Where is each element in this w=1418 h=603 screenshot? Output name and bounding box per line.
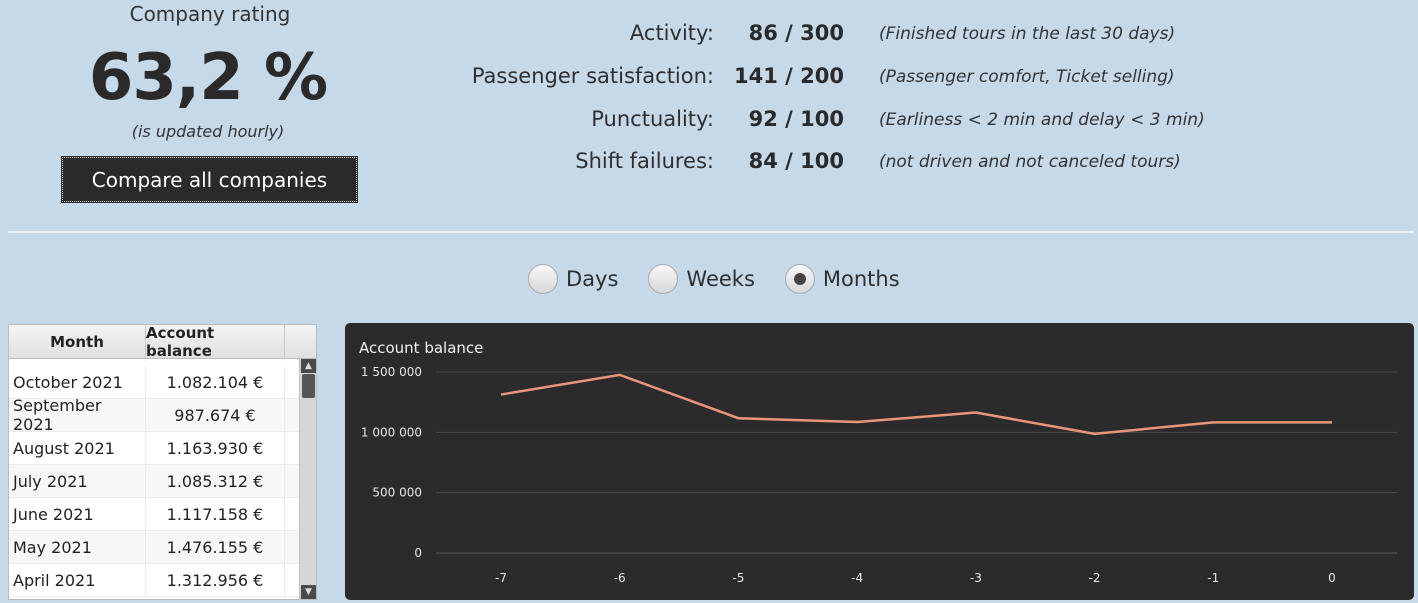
cell-month: May 2021	[9, 531, 146, 563]
metric-shift-failures: Shift failures: 84 / 100 (not driven and…	[0, 149, 1418, 179]
radio-button-icon[interactable]	[648, 264, 679, 294]
column-header-account-balance[interactable]: Account balance	[146, 325, 285, 360]
table-row[interactable]: April 2021 1.312.956 €	[9, 564, 316, 597]
x-tick-label: -6	[614, 571, 626, 585]
metric-label: Punctuality:	[591, 107, 714, 131]
chart-svg: Account balance 0 500 000 1 000 000 1 500 0…	[359, 339, 1397, 585]
radio-weeks[interactable]: Weeks	[648, 264, 755, 294]
cell-month: July 2021	[9, 465, 146, 497]
cell-month: August 2021	[9, 432, 146, 464]
company-rating-title: Company rating	[129, 2, 291, 26]
rating-update-note: (is updated hourly)	[131, 122, 285, 141]
metric-value: 86 / 300	[748, 21, 844, 45]
metric-passenger-satisfaction: Passenger satisfaction: 141 / 200 (Passe…	[0, 64, 1418, 94]
cell-balance: 1.312.956 €	[146, 564, 285, 596]
table-row[interactable]: June 2021 1.117.158 €	[9, 498, 316, 531]
metric-description: (Passenger comfort, Ticket selling)	[879, 67, 1175, 87]
metric-value: 141 / 200	[734, 64, 844, 88]
y-tick-label: 0	[414, 546, 422, 560]
cell-month: April 2021	[9, 564, 146, 596]
radio-months[interactable]: Months	[784, 264, 900, 294]
series-line	[500, 373, 1332, 436]
scroll-down-icon[interactable]: ▼	[301, 585, 316, 599]
scrollbar-thumb[interactable]	[302, 374, 315, 398]
y-tick-label: 1 500 000	[361, 365, 422, 379]
account-balance-table: Month Account balance October 2021 1.082…	[8, 324, 317, 600]
cell-balance: 1.476.155 €	[146, 531, 285, 563]
company-rating-value: 63,2 %	[88, 41, 328, 115]
metric-label: Activity:	[629, 21, 714, 45]
table-row[interactable]: August 2021 1.163.930 €	[9, 432, 316, 465]
metric-value: 92 / 100	[748, 107, 844, 131]
y-tick-label: 1 000 000	[361, 425, 422, 439]
account-balance-chart: Account balance 0 500 000 1 000 000 1 500 0…	[345, 323, 1414, 600]
cell-balance: 1.085.312 €	[146, 465, 285, 497]
x-tick-label: -3	[970, 571, 982, 585]
x-tick-label: -4	[851, 571, 863, 585]
table-row[interactable]: May 2021 1.476.155 €	[9, 531, 316, 564]
cell-balance: 1.163.930 €	[146, 432, 285, 464]
section-divider	[8, 231, 1414, 233]
table-row[interactable]: July 2021 1.085.312 €	[9, 465, 316, 498]
x-tick-label: -2	[1089, 571, 1101, 585]
metric-description: (not driven and not canceled tours)	[879, 152, 1181, 172]
cell-balance: 1.082.104 €	[146, 366, 285, 398]
radio-label: Days	[566, 267, 619, 291]
table-row[interactable]: October 2021 1.082.104 €	[9, 366, 316, 399]
radio-days[interactable]: Days	[528, 264, 618, 294]
radio-button-icon[interactable]	[528, 264, 558, 294]
cell-month: October 2021	[9, 366, 146, 398]
metric-label: Shift failures:	[575, 149, 714, 173]
period-radio-group: Days Weeks Months	[528, 262, 930, 296]
metric-description: (Earliness < 2 min and delay < 3 min)	[879, 110, 1205, 130]
radio-label: Weeks	[686, 267, 755, 291]
cell-balance: 1.117.158 €	[146, 498, 285, 530]
chart-title: Account balance	[359, 339, 483, 357]
metric-activity: Activity: 86 / 300 (Finished tours in th…	[0, 21, 1418, 51]
cell-balance: 987.674 €	[146, 399, 285, 431]
column-header-month[interactable]: Month	[9, 325, 146, 358]
radio-label: Months	[822, 267, 900, 291]
table-header: Month Account balance	[9, 325, 316, 360]
metric-punctuality: Punctuality: 92 / 100 (Earliness < 2 min…	[0, 107, 1418, 137]
radio-button-selected-icon[interactable]	[784, 264, 815, 294]
scroll-up-icon[interactable]: ▲	[301, 359, 316, 373]
compare-all-companies-button[interactable]: Compare all companies	[61, 156, 358, 203]
table-body: October 2021 1.082.104 € September 2021 …	[9, 366, 316, 597]
y-tick-label: 500 000	[372, 486, 422, 500]
cell-month: June 2021	[9, 498, 146, 530]
cell-month: September 2021	[9, 396, 146, 434]
metric-label: Passenger satisfaction:	[471, 64, 714, 88]
table-scrollbar[interactable]: ▲ ▼	[299, 359, 316, 599]
x-tick-label: -7	[495, 571, 507, 585]
x-tick-label: -5	[732, 571, 744, 585]
x-tick-label: 0	[1328, 571, 1336, 585]
table-row[interactable]: September 2021 987.674 €	[9, 396, 316, 434]
metric-description: (Finished tours in the last 30 days)	[879, 24, 1176, 44]
column-header-spacer	[285, 325, 316, 358]
metric-value: 84 / 100	[748, 149, 844, 173]
x-tick-label: -1	[1207, 571, 1219, 585]
